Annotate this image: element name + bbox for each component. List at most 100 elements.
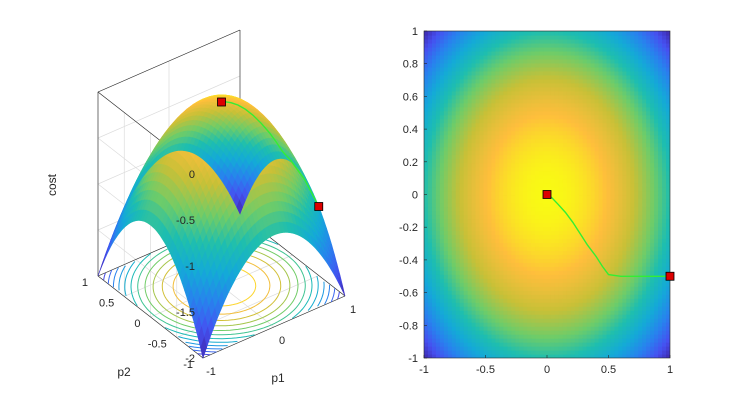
heatmap-cell [431,70,437,76]
heatmap-cell [463,354,469,358]
heatmap-cell [507,31,512,36]
heatmap-cell [431,222,437,227]
heatmap-cell [543,326,548,331]
heatmap-cell [531,282,536,287]
heatmap-cell [435,38,441,44]
heatmap-cell [539,150,544,156]
heatmap-cell [507,326,512,331]
heatmap-cell [558,190,564,196]
heatmap-cell [431,294,437,299]
heatmap-cell [523,266,528,271]
heatmap-cell [427,226,433,231]
heatmap-cell [554,242,560,247]
heatmap-cell [483,190,489,196]
heatmap-cell [424,210,429,216]
heatmap-cell [527,182,532,188]
heatmap-cell [435,302,441,307]
heatmap-cell [447,82,453,88]
heatmap-cell [463,234,469,239]
heatmap-cell [515,130,520,136]
heatmap-cell [570,34,576,40]
heatmap-cell [578,202,584,208]
heatmap-cell [467,278,473,283]
heatmap-cell [535,166,540,172]
heatmap-cell [547,346,552,351]
heatmap-cell [558,94,564,100]
heatmap-cell [455,294,461,299]
heatmap-cell [451,202,457,208]
heatmap-cell [427,310,433,315]
heatmap-cell [455,326,461,331]
heatmap-cell [435,170,441,176]
heatmap-cell [435,70,441,76]
heatmap-cell [547,31,552,36]
heatmap-cell [479,222,485,227]
heatmap-cell [443,214,449,220]
heatmap-cell [570,162,576,168]
heatmap-cell [447,318,453,323]
heatmap-cell [424,50,429,56]
heatmap-cell [499,254,504,259]
heatmap-cell [467,122,473,128]
heatmap-cell [554,226,560,231]
heatmap-cell [467,70,473,76]
heatmap-cell [455,142,461,148]
heatmap-cell [503,31,508,36]
heatmap-cell [539,350,544,355]
heatmap-cell [427,62,433,68]
heatmap-cell [435,250,441,255]
heatmap-cell [558,90,564,96]
heatmap-cell [558,50,564,56]
heatmap-cell [463,342,469,347]
heatmap-cell [467,238,473,243]
heatmap-cell [511,330,516,335]
heatmap-cell [451,246,457,251]
heatmap-cell [566,302,572,307]
heatmap-cell [487,110,493,116]
heatmap-cell [570,238,576,243]
heatmap-cell [495,62,500,68]
heatmap-cell [499,98,504,104]
heatmap-cell [439,70,445,76]
heatmap-cell [424,234,429,239]
heatmap-cell [570,330,576,335]
heatmap-cell [578,354,584,358]
heatmap-cell [435,262,441,267]
heatmap-cell [439,98,445,104]
heatmap-cell [427,34,433,40]
heatmap-cell [499,106,504,112]
heatmap-cell [503,182,508,188]
heatmap-cell [566,298,572,303]
heatmap-cell [531,194,536,200]
heatmap-cell [547,82,552,88]
heatmap-cell [459,114,465,120]
heatmap-cell [570,210,576,216]
heatmap-cell [455,334,461,339]
heatmap-cell [491,206,497,212]
heatmap-cell [479,334,485,339]
heatmap-cell [515,134,520,140]
heatmap-cell [519,218,524,224]
heatmap-cell [491,70,497,76]
heatmap-cell [439,254,445,259]
heatmap-cell [566,226,572,231]
heatmap-cell [550,222,556,227]
heatmap-cell [566,162,572,168]
heatmap-cell [443,50,449,56]
heatmap-cell [578,118,584,124]
heatmap-cell [443,310,449,315]
heatmap-cell [499,70,504,76]
heatmap-cell [519,282,524,287]
heatmap-cell [511,162,516,168]
heatmap-cell [507,234,512,239]
heatmap-cell [447,162,453,168]
heatmap-cell [574,170,580,176]
heatmap-cell [570,170,576,176]
heatmap-cell [535,338,540,343]
heatmap-cell [503,82,508,88]
heatmap-cell [566,142,572,148]
heatmap-cell [467,326,473,331]
heatmap-cell [427,122,433,128]
heatmap-cell [543,230,548,235]
heatmap-cell [531,234,536,239]
